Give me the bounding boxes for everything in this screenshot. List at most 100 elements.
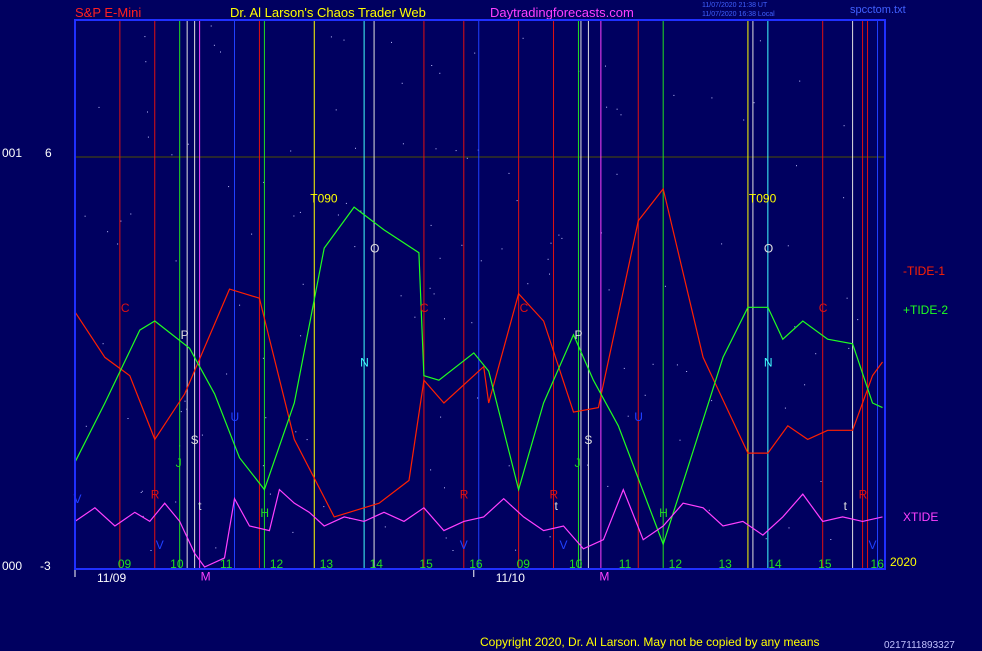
star-dot <box>360 210 362 212</box>
star-dot <box>452 550 454 551</box>
star-dot <box>302 283 304 285</box>
star-dot <box>608 289 610 291</box>
star-dot <box>220 51 221 53</box>
x-hour-label: 12 <box>669 557 683 571</box>
annotation-label: M <box>599 570 609 584</box>
star-dot <box>787 245 789 247</box>
star-dot <box>430 224 432 226</box>
star-dot <box>306 439 308 441</box>
plot-frame <box>74 19 886 570</box>
annotation-label: M <box>201 570 211 584</box>
star-dot <box>102 343 104 345</box>
annotation-label: S <box>584 433 592 447</box>
star-dot <box>391 41 392 43</box>
star-dot <box>337 214 339 216</box>
annotation-label: V <box>460 538 468 552</box>
star-dot <box>616 173 618 175</box>
star-dot <box>516 200 518 202</box>
star-dot <box>147 111 148 113</box>
star-dot <box>848 347 850 349</box>
annotation-label: H <box>659 506 668 520</box>
star-dot <box>830 539 832 540</box>
star-dot <box>686 371 688 372</box>
star-dot <box>550 242 552 244</box>
star-dot <box>184 400 186 402</box>
star-dot <box>549 273 550 275</box>
x-hour-label: 10 <box>569 557 583 571</box>
star-dot <box>120 220 122 222</box>
series-lines <box>74 187 883 568</box>
x-hour-label: 09 <box>118 557 132 571</box>
star-dot <box>547 258 549 260</box>
star-dot <box>263 181 265 183</box>
star-dot <box>616 108 618 110</box>
star-dot <box>439 72 441 74</box>
legend-tide2: +TIDE-2 <box>903 303 948 317</box>
year-label: 2020 <box>890 555 917 569</box>
star-dot <box>429 287 431 289</box>
annotation-label: N <box>360 356 369 370</box>
y-bottom-prefix: 000 <box>2 559 23 573</box>
star-dot <box>439 257 441 259</box>
star-dot <box>295 431 297 433</box>
star-dot <box>402 143 404 145</box>
annotation-label: R <box>151 488 160 502</box>
x-hour-label: 16 <box>871 557 885 571</box>
star-dot <box>265 417 267 419</box>
star-dot <box>201 434 203 436</box>
star-dot <box>765 538 767 540</box>
x-hour-label: 10 <box>170 557 184 571</box>
data-filename: spcctom.txt <box>850 4 906 16</box>
star-dot <box>799 80 801 82</box>
star-dot <box>644 394 646 396</box>
star-dot <box>515 549 517 551</box>
annotation-label: S <box>191 433 199 447</box>
star-dot <box>846 297 848 299</box>
star-dot <box>355 147 356 149</box>
x-hour-label: 11 <box>220 557 233 571</box>
star-dot <box>239 304 241 306</box>
star-dot <box>290 150 292 152</box>
instrument-title: S&P E-Mini <box>75 5 142 20</box>
page-counter: 0217111893327 <box>884 640 955 651</box>
x-hour-label: 14 <box>370 557 384 571</box>
star-dot <box>444 318 445 320</box>
star-dot <box>508 465 510 467</box>
star-dot <box>623 367 625 369</box>
star-dot <box>262 357 264 359</box>
star-dot <box>433 293 435 295</box>
star-dot <box>444 487 445 489</box>
annotation-label: J <box>176 456 182 470</box>
star-dot <box>262 465 264 467</box>
star-dot <box>561 237 563 239</box>
star-dot <box>269 493 271 495</box>
star-dot <box>606 106 608 108</box>
star-dot <box>440 416 442 418</box>
star-dot <box>558 234 560 236</box>
annotation-label: O <box>764 242 773 256</box>
annotation-label: t <box>844 499 848 513</box>
star-dot <box>175 501 177 503</box>
series-line-xtide <box>74 487 883 568</box>
annotation-label: U <box>231 410 240 424</box>
star-dot <box>98 106 100 108</box>
annotation-label: t <box>555 499 559 513</box>
annotation-label: C <box>520 301 529 315</box>
star-dot <box>228 186 230 188</box>
annotation-label: V <box>73 492 81 506</box>
x-hour-label: 15 <box>419 557 433 571</box>
star-dot <box>400 295 402 297</box>
star-dot <box>480 260 482 262</box>
annotation-label: O <box>370 242 379 256</box>
site-url[interactable]: Daytradingforecasts.com <box>490 5 634 20</box>
star-dot <box>815 353 817 355</box>
star-dot <box>527 283 529 285</box>
y-bottom-value: -3 <box>40 559 51 573</box>
star-dot <box>522 37 524 39</box>
x-date-label: 11/10 <box>496 571 525 585</box>
star-dot <box>445 537 447 539</box>
star-dot <box>384 526 386 528</box>
star-dot <box>600 232 602 234</box>
star-dot <box>605 65 606 67</box>
